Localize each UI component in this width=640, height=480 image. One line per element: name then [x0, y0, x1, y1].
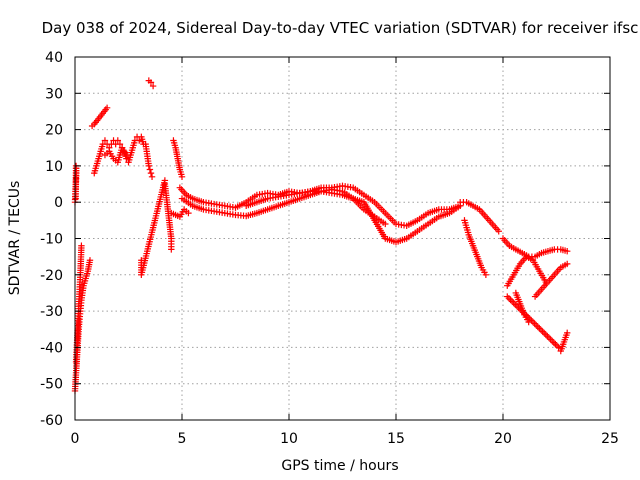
data-point — [505, 294, 513, 302]
data-point — [147, 79, 155, 86]
data-point — [544, 333, 551, 340]
x-tick-label: 0 — [71, 431, 80, 447]
data-point — [531, 320, 538, 327]
series-morning — [91, 133, 147, 177]
data-point — [539, 328, 546, 335]
data-point — [146, 166, 154, 173]
series-descent-4.7 — [170, 137, 186, 180]
data-point — [116, 140, 124, 148]
y-tick-label: 0 — [54, 195, 63, 211]
series-outlier-b — [138, 177, 175, 278]
y-tick-label: -40 — [40, 340, 63, 356]
series-evening-a — [457, 199, 502, 235]
data-point — [147, 169, 155, 177]
y-axis-label: SDTVAR / TECUs — [7, 181, 23, 296]
data-point — [534, 323, 541, 330]
data-point — [542, 331, 549, 338]
series-outlier-a — [88, 104, 111, 130]
grid-lines — [75, 57, 610, 420]
series-evening-d — [504, 253, 549, 289]
data-point — [552, 341, 559, 348]
data-point — [537, 326, 545, 334]
data-point — [495, 228, 502, 235]
chart-title: Day 038 of 2024, Sidereal Day-to-day VTE… — [42, 19, 639, 37]
series-evening-e — [531, 260, 571, 300]
y-tick-label: -60 — [40, 413, 63, 429]
data-point — [136, 137, 143, 144]
series-drop-3.5 — [142, 140, 156, 180]
y-tick-label: 20 — [45, 123, 63, 139]
data-point — [510, 299, 517, 307]
series-trace-upper — [176, 182, 464, 229]
y-tick-label: 40 — [45, 50, 63, 66]
data-point — [382, 220, 389, 228]
data-point — [507, 296, 514, 303]
data-point — [545, 334, 553, 342]
data-point — [536, 325, 543, 332]
data-point — [178, 173, 186, 180]
x-tick-label: 25 — [601, 431, 619, 447]
data-point — [482, 271, 490, 278]
y-tick-label: 30 — [45, 86, 63, 102]
data-point — [547, 336, 554, 343]
y-tick-label: -30 — [40, 304, 63, 320]
data-point — [512, 301, 519, 308]
data-point — [86, 257, 94, 264]
data-point — [72, 195, 79, 202]
series-trace-mid — [243, 186, 389, 228]
series-trace-lower — [178, 188, 464, 246]
series-cluster-0 — [71, 162, 80, 206]
data-point — [145, 162, 153, 170]
data-marks — [71, 77, 571, 395]
data-point — [149, 82, 157, 90]
y-tick-label: -20 — [40, 268, 63, 284]
data-point — [148, 173, 156, 180]
y-tick-label: -10 — [40, 232, 63, 248]
data-point — [114, 137, 121, 144]
data-point — [532, 321, 540, 329]
data-point — [540, 329, 548, 337]
data-point — [103, 104, 111, 112]
series-bump-4.6 — [168, 206, 192, 220]
data-point — [564, 329, 571, 337]
x-tick-label: 15 — [387, 431, 405, 447]
y-tick-label: 10 — [45, 159, 63, 175]
data-point — [564, 260, 571, 268]
data-point — [555, 344, 562, 351]
data-point — [504, 293, 511, 300]
data-point — [123, 151, 130, 159]
x-tick-label: 10 — [280, 431, 298, 447]
series-morning-b — [101, 144, 130, 166]
x-tick-label: 5 — [178, 431, 187, 447]
data-point — [168, 246, 175, 253]
data-point — [564, 248, 571, 255]
data-point — [550, 339, 558, 346]
y-tick-label: -50 — [40, 377, 63, 393]
data-point — [529, 318, 537, 326]
data-point — [553, 342, 561, 350]
x-tick-label: 20 — [494, 431, 512, 447]
data-point — [508, 298, 516, 305]
series-peak-3.5 — [145, 77, 157, 90]
data-point — [78, 242, 85, 249]
data-point — [101, 137, 109, 144]
y-axis: -60 -50 -40 -30 -20 -10 0 10 20 30 40 — [40, 50, 610, 429]
data-point — [185, 209, 192, 217]
series-late-outliers — [504, 293, 571, 355]
x-axis-label: GPS time / hours — [281, 458, 398, 474]
x-axis: 0 5 10 15 20 25 — [71, 57, 619, 447]
series-evening-b — [461, 217, 490, 278]
data-point — [549, 337, 556, 345]
